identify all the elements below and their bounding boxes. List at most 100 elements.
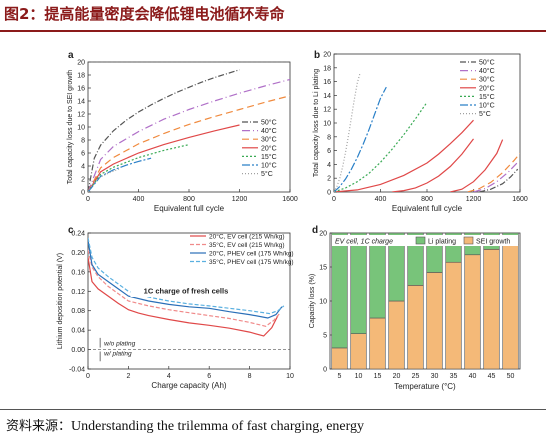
panel-a-ytick-label: 20 bbox=[77, 60, 85, 67]
panel-b-xtick-label: 1600 bbox=[512, 196, 528, 203]
panel-a-xtick-label: 400 bbox=[133, 196, 145, 203]
panel-d-bar-sei-growth bbox=[426, 272, 443, 370]
panel-a-legend-label: 50°C bbox=[261, 119, 277, 127]
panel-b-xtick-label: 0 bbox=[332, 196, 336, 203]
panel-a-series-line bbox=[88, 69, 240, 192]
panel-a-xtick-label: 800 bbox=[183, 196, 195, 203]
panel-d-ytick-label: 10 bbox=[319, 299, 327, 306]
panel-d-bar-sei-growth bbox=[502, 244, 519, 370]
panel-c-legend-label: 35°C, EV cell (215 Wh/kg) bbox=[209, 241, 285, 249]
source-text: Understanding the trilemma of fast charg… bbox=[71, 419, 365, 434]
panel-c-ytick-label: 0.12 bbox=[71, 289, 85, 296]
panel-b-ytick-label: 20 bbox=[323, 52, 331, 59]
panel-d-bar-sei-growth bbox=[388, 300, 405, 370]
panel-c-ytick-label: 0.16 bbox=[71, 269, 85, 276]
panel-a-ytick-label: 8 bbox=[81, 138, 85, 145]
panel-d-bar-li-plating bbox=[388, 232, 405, 302]
panel-d-xtick-label: 35 bbox=[450, 373, 458, 380]
panel-d-letter: d bbox=[312, 225, 318, 236]
panel-b-series-line bbox=[334, 86, 387, 192]
panel-d-xtick-label: 50 bbox=[507, 373, 515, 380]
panel-d-xtick-label: 30 bbox=[431, 373, 439, 380]
panel-d-legend-swatch bbox=[415, 236, 426, 245]
panel-a-ytick-label: 14 bbox=[77, 99, 85, 106]
panel-c-letter: c bbox=[68, 225, 74, 236]
panel-b-ytick-label: 16 bbox=[323, 79, 331, 86]
panel-d-bar-sei-growth bbox=[464, 254, 481, 370]
figure-title: 图2：提高能量密度会降低锂电池循环寿命 bbox=[4, 5, 285, 23]
panel-b-xtick-label: 400 bbox=[375, 196, 387, 203]
panel-b-legend-label: 30°C bbox=[479, 76, 495, 84]
panel-d-ylabel: Capacity loss (%) bbox=[309, 274, 316, 328]
panel-d-bar-li-plating bbox=[369, 232, 386, 319]
panel-d-legend-label: Li plating bbox=[428, 239, 456, 246]
panel-d-ytick-label: 5 bbox=[323, 333, 327, 340]
title-divider bbox=[0, 30, 546, 32]
panel-d-ytick-label: 15 bbox=[319, 265, 327, 272]
panel-b-ytick-label: 4 bbox=[327, 162, 331, 169]
panel-b-ytick-label: 0 bbox=[327, 190, 331, 197]
panel-b-series-line bbox=[334, 119, 474, 192]
panel-a-ytick-label: 10 bbox=[77, 125, 85, 132]
panel-b-series-line bbox=[473, 161, 519, 192]
panel-d-ytick-label: 0 bbox=[323, 367, 327, 374]
panel-c-xtick-label: 8 bbox=[248, 373, 252, 380]
panel-b-xtick-label: 1200 bbox=[466, 196, 482, 203]
panel-d-bar-sei-growth bbox=[350, 333, 367, 370]
panel-a-legend-label: 20°C bbox=[261, 144, 277, 152]
panel-c-frame bbox=[87, 232, 291, 370]
panel-b-frame bbox=[333, 53, 521, 193]
source-line: 资料来源：Understanding the trilemma of fast … bbox=[6, 415, 364, 435]
panel-b-legend-label: 20°C bbox=[479, 84, 495, 92]
panel-d-xtick-label: 45 bbox=[488, 373, 496, 380]
panel-c-xtick-label: 0 bbox=[86, 373, 90, 380]
panel-c-xtick-label: 6 bbox=[207, 373, 211, 380]
panel-c-xtick-label: 10 bbox=[286, 373, 294, 380]
panel-a-legend-label: 30°C bbox=[261, 136, 277, 144]
panel-d-legend-label: SEI growth bbox=[476, 239, 510, 246]
panel-c-ylabel: Lithium deposition potential (V) bbox=[57, 253, 64, 349]
panel-c-legend-label: 20°C, PHEV cell (175 Wh/kg) bbox=[209, 250, 294, 258]
panel-d-ytick-label: 20 bbox=[319, 231, 327, 238]
panel-a-ytick-label: 0 bbox=[81, 190, 85, 197]
panel-c-ytick-label: 0.08 bbox=[71, 308, 85, 315]
panel-c-annotation-box bbox=[130, 284, 242, 297]
panel-d-bar-sei-growth bbox=[483, 249, 500, 370]
panel-b-ytick-label: 18 bbox=[323, 65, 331, 72]
panel-b-series-line bbox=[334, 101, 428, 192]
panel-d-xtick-label: 20 bbox=[393, 373, 401, 380]
panel-a-ylabel: Total capacity loss due to SEI growth bbox=[67, 70, 74, 184]
panel-c-label-above: w/o plating bbox=[104, 341, 135, 348]
panel-b-ytick-label: 10 bbox=[323, 121, 331, 128]
panel-a-xtick-label: 1600 bbox=[282, 196, 298, 203]
panel-b-xlabel: Equivalent full cycle bbox=[392, 204, 463, 213]
panel-c-annotation-text: 1C charge of fresh cells bbox=[144, 287, 229, 296]
panel-b-series-line bbox=[479, 168, 519, 192]
panel-b-legend-label: 10°C bbox=[479, 102, 495, 110]
source-divider bbox=[0, 409, 546, 410]
panel-b-ytick-label: 12 bbox=[323, 107, 331, 114]
panel-a-legend-label: 15°C bbox=[261, 153, 277, 161]
panel-a-ytick-label: 6 bbox=[81, 151, 85, 158]
panel-d-xtick-label: 25 bbox=[412, 373, 420, 380]
panel-b-ytick-label: 14 bbox=[323, 93, 331, 100]
panel-a-legend-label: 10°C bbox=[261, 162, 277, 170]
panel-b-ytick-label: 8 bbox=[327, 134, 331, 141]
panel-c-ytick-label: 0.24 bbox=[71, 231, 85, 238]
panel-a-xlabel: Equivalent full cycle bbox=[154, 204, 225, 213]
panel-d-legend-swatch bbox=[463, 236, 474, 245]
panel-b-ylabel: Total capacity loss due to Li plating bbox=[313, 69, 320, 177]
panel-a-ytick-label: 12 bbox=[77, 112, 85, 119]
panel-c-legend-label: 35°C, PHEV cell (175 Wh/kg) bbox=[209, 258, 294, 266]
panel-d-xtick-label: 5 bbox=[338, 373, 342, 380]
panel-d-bar-sei-growth bbox=[369, 317, 386, 370]
panel-a-xtick-label: 0 bbox=[86, 196, 90, 203]
source-label: 资料来源： bbox=[6, 419, 72, 434]
panel-c-legend-label: 20°C, EV cell (215 Wh/kg) bbox=[209, 233, 285, 241]
panel-a-letter: a bbox=[68, 50, 74, 61]
panel-d-legend-caption: EV cell, 1C charge bbox=[335, 239, 393, 246]
panel-b-legend-label: 50°C bbox=[479, 59, 495, 67]
panel-b-ytick-label: 6 bbox=[327, 148, 331, 155]
panel-c-xlabel: Charge capacity (Ah) bbox=[151, 381, 226, 390]
